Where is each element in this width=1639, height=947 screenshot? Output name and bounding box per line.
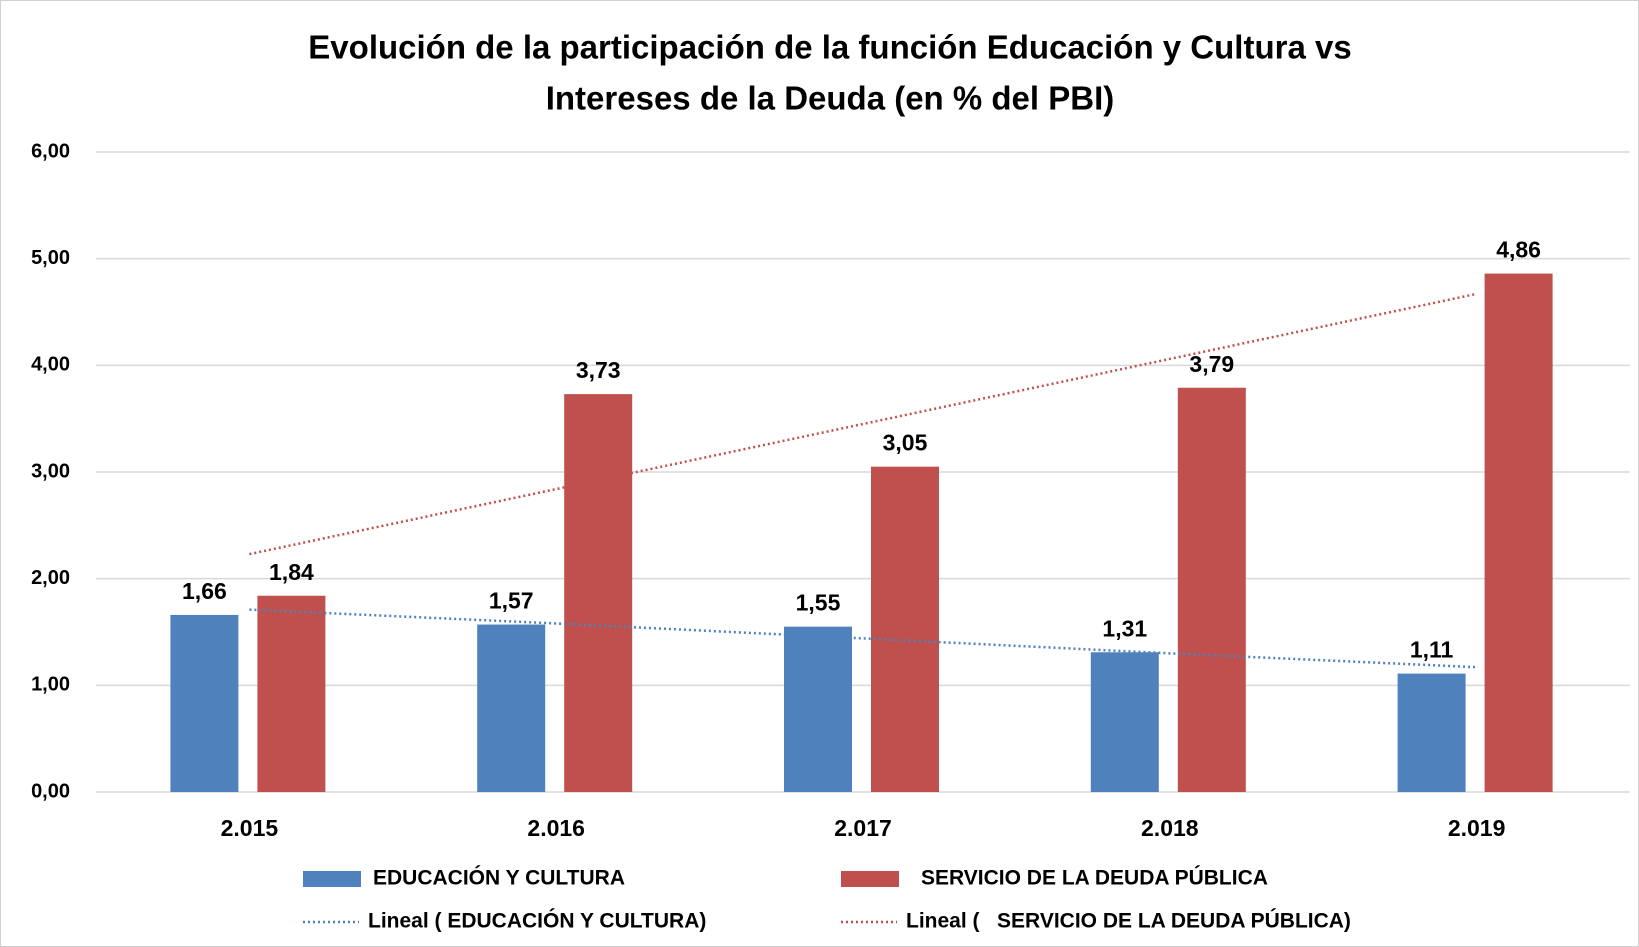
data-label: 1,66 xyxy=(182,578,227,604)
y-tick-label: 5,00 xyxy=(31,247,70,269)
data-label: 1,31 xyxy=(1102,615,1147,641)
y-tick-label: 0,00 xyxy=(31,780,70,802)
y-tick-label: 1,00 xyxy=(31,674,70,696)
data-label: 1,11 xyxy=(1410,637,1454,663)
chart-title: Evolución de la participación de la func… xyxy=(308,29,1351,66)
bar xyxy=(477,624,546,792)
chart-title: Intereses de la Deuda (en % del PBI) xyxy=(546,80,1115,117)
data-label: 3,79 xyxy=(1189,351,1234,377)
trend-line xyxy=(249,292,1477,556)
bar xyxy=(1397,673,1466,792)
data-label: 3,05 xyxy=(883,430,928,456)
bar xyxy=(257,595,326,792)
x-tick-label: 2.016 xyxy=(527,815,585,841)
bar xyxy=(1177,387,1246,792)
y-tick-label: 6,00 xyxy=(31,140,70,162)
legend-swatch xyxy=(841,871,899,887)
data-label: 1,57 xyxy=(489,588,534,614)
data-label: 3,73 xyxy=(576,357,621,383)
legend-label: Lineal ( SERVICIO DE LA DEUDA PÚBLICA) xyxy=(906,909,1351,933)
x-tick-label: 2.017 xyxy=(834,815,892,841)
bar xyxy=(871,466,939,792)
data-label: 1,55 xyxy=(796,590,841,616)
y-tick-label: 2,00 xyxy=(31,567,70,589)
legend-label: SERVICIO DE LA DEUDA PÚBLICA xyxy=(921,866,1268,890)
y-tick-label: 3,00 xyxy=(31,460,70,482)
data-label: 1,84 xyxy=(269,559,314,585)
bar xyxy=(784,626,852,792)
legend-swatch xyxy=(303,871,361,887)
legend-label: Lineal ( EDUCACIÓN Y CULTURA) xyxy=(368,909,706,933)
data-label: 4,86 xyxy=(1496,237,1541,263)
x-tick-label: 2.019 xyxy=(1448,815,1506,841)
legend-label: EDUCACIÓN Y CULTURA xyxy=(373,866,625,890)
bar xyxy=(1090,652,1159,792)
x-tick-label: 2.018 xyxy=(1141,815,1199,841)
x-tick-label: 2.015 xyxy=(221,815,279,841)
bar xyxy=(170,614,239,792)
bar xyxy=(1484,273,1553,793)
bar xyxy=(564,394,633,792)
y-tick-label: 4,00 xyxy=(31,354,70,376)
